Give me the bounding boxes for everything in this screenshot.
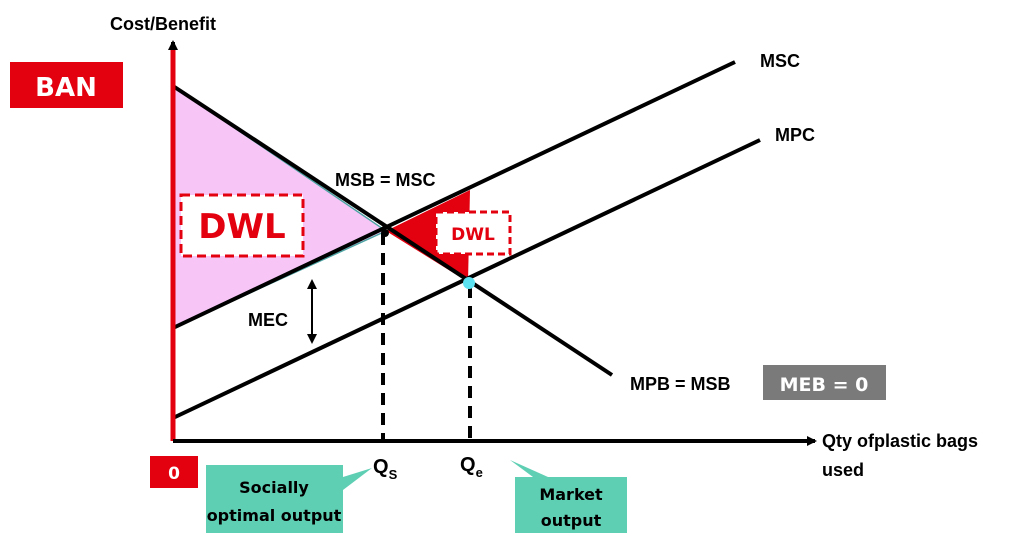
msc-line [172,60,736,330]
msb-eq-msc-label: MSB = MSC [335,170,436,190]
x-axis-title-line1: Qty ofplastic bags [822,431,978,451]
qe-label: Qe [460,454,483,480]
mpb-eq-msb-label: MPB = MSB [630,374,731,394]
socially-optimal-callout [206,465,372,533]
qs-label: QS [373,456,398,482]
dwl-small-label: DWL [451,225,495,245]
mec-label: MEC [248,310,288,330]
ban-label: BAN [35,73,97,103]
social-optimum-point [381,229,389,237]
mpc-label: MPC [775,125,815,145]
msc-label: MSC [760,51,800,71]
origin-label: 0 [168,464,180,484]
meb-label: MEB = 0 [780,374,869,396]
dwl-large-box [179,193,305,258]
msb-line [171,84,614,377]
market-equilibrium-point [463,277,475,289]
dwl-small-box [434,210,512,256]
dwl-large-label: DWL [198,207,285,247]
socially-optimal-line2: optimal output [207,506,342,525]
qs-sub: S [389,467,398,482]
origin-box [150,456,198,488]
market-output-line2: output [541,511,602,530]
qs-main: Q [373,456,389,478]
meb-box [763,365,886,400]
market-output-callout [510,460,627,533]
market-output-line1: Market [539,485,603,504]
y-axis-title: Cost/Benefit [110,14,216,34]
x-axis-title-line2: used [822,460,864,480]
ban-box [10,62,123,108]
qe-main: Q [460,454,476,476]
socially-optimal-line1: Socially [239,478,309,497]
qe-sub: e [476,465,483,480]
